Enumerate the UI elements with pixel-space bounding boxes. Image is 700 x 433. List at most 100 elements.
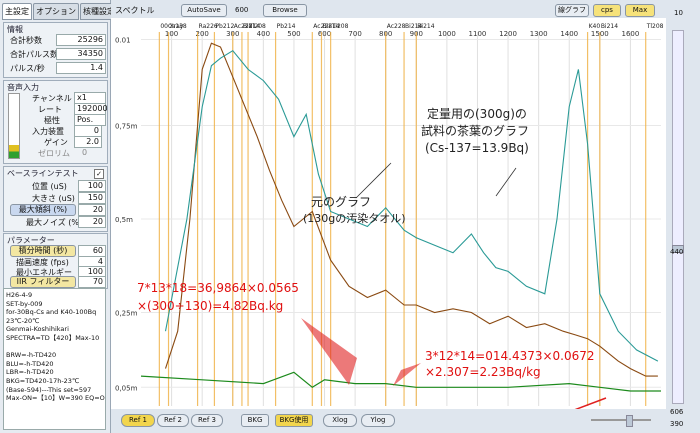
baseline-label: 最大ノイズ (%) [26,218,83,227]
nuclide-label: Xray [170,23,184,30]
audio-input-group: 音声入力 チャンネル x1 レート 192000 極性 Pos. 入力装置 0 … [3,80,108,164]
x-tick-label: 1100 [469,30,487,38]
horizontal-slider[interactable] [591,419,651,421]
baseline-label: 大きさ (uS) [32,194,75,203]
params-label: 最小エネルギー [16,268,72,277]
iir-filter-field[interactable]: 70 [78,276,106,288]
scale-bottom-value-1: 606 [670,408,684,416]
nuclide-label: 00Cs138 [160,23,187,30]
x-tick-label: 200 [195,30,208,38]
audio-label: ゲイン [44,138,68,147]
ref2-button[interactable]: Ref 2 [157,414,189,427]
info-title: 情報 [7,25,23,34]
annotation-text: (130gの汚染タオル) [303,211,406,225]
y-tick-label: 0,25m [115,310,138,318]
audio-label: 極性 [44,116,60,125]
y-tick-label: 0,05m [115,384,138,392]
nuclide-label: Bi214 [601,23,618,30]
baseline-checkbox[interactable]: ✓ [94,169,104,179]
line-graph-button[interactable]: 線グラフ [555,4,589,17]
nuclide-label: Tl208 [331,23,349,30]
position-field[interactable]: 100 [78,180,106,192]
nuclide-label: Bi214 [405,23,422,30]
ref1-button[interactable]: Ref 1 [121,414,155,427]
baseline-test-group: ベースラインテスト ✓ 位置 (uS) 100 大きさ (uS) 150 最大傾… [3,166,108,232]
x-tick-label: 700 [348,30,361,38]
tab-main-settings[interactable]: 主設定 [2,3,32,20]
series-line-1 [164,42,658,377]
size-field[interactable]: 150 [78,192,106,204]
nuclide-label: Bi214 [322,23,339,30]
baseline-title: ベースラインテスト [7,169,79,178]
scale-mid-value: 440 [670,248,684,256]
tab-bar: 主設定 オプション 核種設定 [2,3,118,20]
gain-field[interactable]: 2.0 [74,136,102,148]
autosave-button[interactable]: AutoSave [181,4,227,17]
y-tick-label: 0.01 [115,36,131,44]
params-title: パラメーター [7,236,55,245]
spectrum-area: スペクトル AutoSave 600 Browse 線グラフ cps Max 1… [111,0,700,433]
annotation-text: 7*13*18=36,9864×0.0565 [137,281,299,295]
nuclide-label: Pb212 [215,23,234,30]
tab-options[interactable]: オプション [33,3,79,20]
annotation-arrow [355,162,392,199]
nuclide-label: Ac228 [387,23,406,30]
slider-thumb[interactable] [672,245,684,253]
bkg-use-button[interactable]: BKG使用 [275,414,313,427]
spectrum-label: スペクトル [115,6,155,15]
scale-bottom-value-2: 390 [670,420,684,428]
x-tick-label: 400 [257,30,270,38]
max-noise-field[interactable]: 20 [78,216,106,228]
annotation-text: 3*12*14=014.4373×0.0672 [425,349,595,363]
x-tick-label: 1400 [560,30,578,38]
info-label: 合計秒数 [10,36,42,45]
annotation-text: ×2.307=2.23Bq/kg [425,365,541,379]
params-label: 描画速度 (fps) [16,258,69,267]
x-tick-label: 1600 [621,30,639,38]
integration-time-button[interactable]: 積分時間 (秒) [10,245,76,257]
max-slope-field[interactable]: 20 [78,204,106,216]
nuclide-label: Bi214 [417,23,434,30]
annotation-text: ×(300÷130)=4.82Bq.kg [137,299,283,313]
annotation-text: 試料の茶葉のグラフ [421,123,529,138]
max-button[interactable]: Max [625,4,655,17]
horizontal-slider-thumb[interactable] [626,415,633,427]
ylog-button[interactable]: Ylog [361,414,395,427]
bkg-button[interactable]: BKG [241,414,269,427]
bottom-toolbar: Ref 1 Ref 2 Ref 3 BKG BKG使用 Xlog Ylog [111,409,666,433]
zero-lim-value: 0 [82,148,88,157]
annotation-arrow [495,167,517,197]
x-tick-label: 1300 [530,30,548,38]
series-line-2 [164,49,659,362]
nuclide-label: K40 [589,23,601,30]
nuclide-label: Pb214 [277,23,296,30]
x-tick-label: 600 [318,30,331,38]
max-slope-button[interactable]: 最大傾斜 (%) [10,204,76,216]
annotation-pointer [552,397,607,419]
nuclide-label: Tl208 [248,23,266,30]
annotation-pointer [301,318,357,385]
right-scale-panel: 10 440 606 390 [668,9,700,433]
audio-label: レート [38,105,62,114]
iir-filter-button[interactable]: IIR フィルター (%) [10,276,76,296]
info-value: 34350 [56,48,106,60]
level-meter [8,93,20,159]
ref3-button[interactable]: Ref 3 [191,414,223,427]
vertical-slider[interactable] [672,30,684,404]
spectrum-toolbar: スペクトル AutoSave 600 Browse 線グラフ cps Max [111,0,700,18]
control-panel: 主設定 オプション 核種設定 情報 合計秒数 25296 合計パルス数 3435… [0,0,118,433]
annotation-text: 元のグラフ [311,195,371,209]
notes-textarea[interactable]: H26-4-9 SET-by-009 for-30Bq-Cs and K40-1… [3,288,106,430]
parameter-group: パラメーター 積分時間 (秒) 60 描画速度 (fps) 4 最小エネルギー … [3,233,108,296]
nuclide-label: Ac228 [313,23,332,30]
spectrum-chart: 1002003004005006007008009001000110012001… [115,23,664,429]
info-group: 情報 合計秒数 25296 合計パルス数 34350 パルス/秒 1.4 [3,22,108,78]
info-label: 合計パルス数 [10,50,58,59]
y-tick-label: 0,75m [115,123,138,131]
spectrum-plot[interactable]: 1002003004005006007008009001000110012001… [111,18,666,429]
info-label: パルス/秒 [10,64,45,73]
series-line-3 [140,371,661,392]
cps-button[interactable]: cps [593,4,621,17]
xlog-button[interactable]: Xlog [323,414,357,427]
browse-button[interactable]: Browse [263,4,307,17]
